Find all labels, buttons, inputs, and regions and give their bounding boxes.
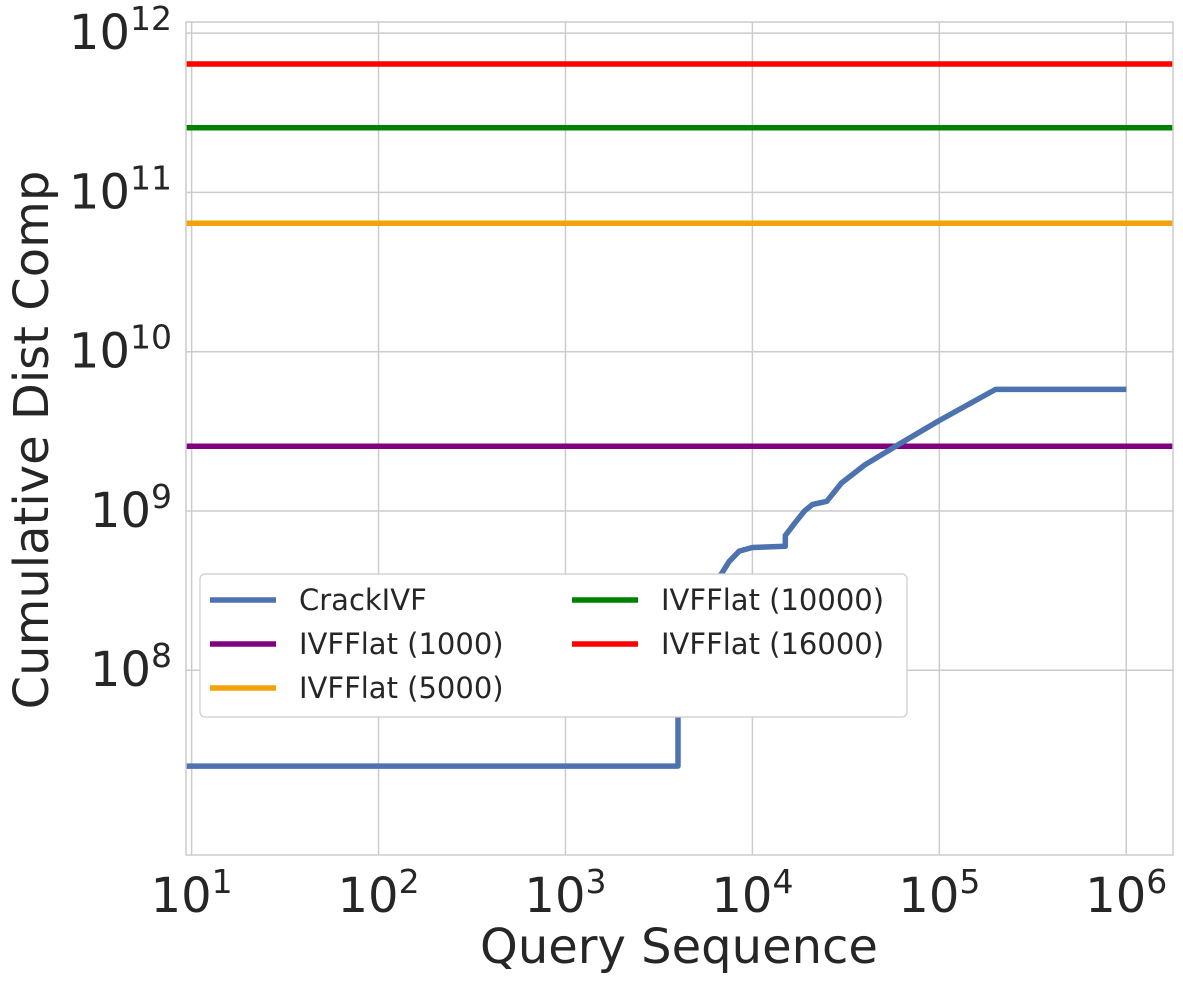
x-axis-label: Query Sequence <box>480 919 878 975</box>
legend-label: IVFFlat (1000) <box>299 627 504 661</box>
x-tick-label: 103 <box>524 862 606 924</box>
x-tick-label: 102 <box>338 862 420 924</box>
legend-label: IVFFlat (10000) <box>661 583 884 617</box>
x-tick-label: 105 <box>898 862 980 924</box>
legend: CrackIVF IVFFlat (1000) IVFFlat (5000) IVFF… <box>199 573 908 718</box>
x-tick-label: 104 <box>711 862 793 924</box>
x-tick-label: 101 <box>151 862 233 924</box>
x-tick-label: 106 <box>1085 862 1167 924</box>
y-axis-label: Cumulative Dist Comp <box>4 171 60 710</box>
legend-label: CrackIVF <box>299 583 427 617</box>
legend-box <box>199 573 908 718</box>
ticks: 101 102 103 104 105 106 108 109 1010 1011 1012 <box>69 0 1167 924</box>
y-tick-label: 108 <box>90 636 172 698</box>
y-tick-label: 1011 <box>69 158 172 220</box>
legend-label: IVFFlat (16000) <box>661 627 884 661</box>
y-tick-label: 1012 <box>69 0 172 61</box>
y-tick-label: 1010 <box>69 318 172 380</box>
y-tick-label: 109 <box>90 477 172 539</box>
series-layer <box>186 61 1173 769</box>
legend-label: IVFFlat (5000) <box>299 671 504 705</box>
plot-frame <box>185 21 1174 856</box>
